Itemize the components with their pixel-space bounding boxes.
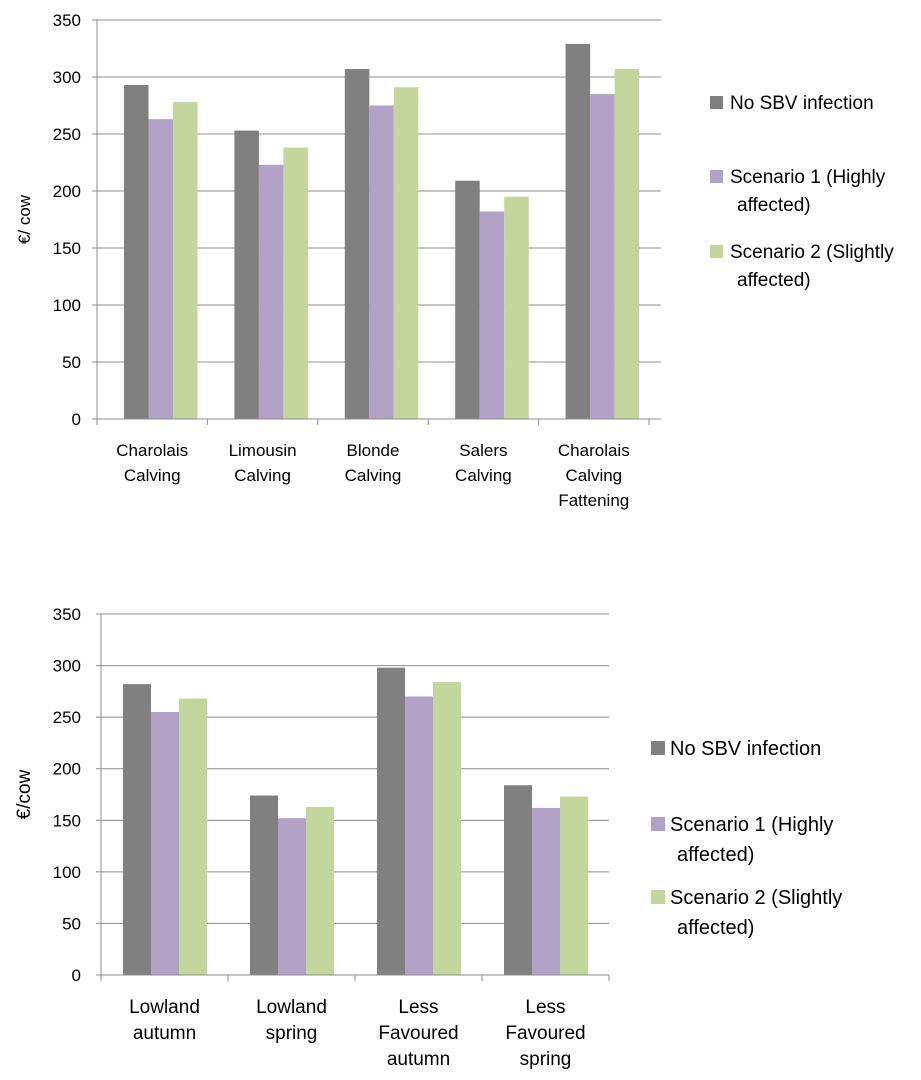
legend-swatch [651,817,665,831]
bar [377,667,405,975]
y-tick-label: 100 [53,296,81,315]
bar [433,682,461,975]
legend-label: Scenario 1 (Highly affected) [670,814,833,866]
bar [504,785,532,975]
bar [148,119,173,420]
bar [123,684,151,975]
bar [306,806,334,975]
bar [405,696,433,975]
chart-top: 0 50 100 150 200 250 300 350 Charolais Calving Lim… [15,11,894,510]
bar [369,105,394,419]
bar [258,164,284,419]
y-tick-label: 250 [53,125,81,144]
bar [283,147,308,419]
y-tick-label: 250 [53,708,81,727]
bar [344,69,370,420]
bar [532,807,560,975]
y-tick-label: 0 [72,966,81,985]
x-category-label: Salers Calving [455,441,512,485]
y-tick-label: 50 [62,914,81,933]
y-tick-label: 350 [53,11,81,30]
bar [614,69,640,420]
y-tick-label: 150 [53,811,81,830]
y-tick-label: 50 [62,353,81,372]
y-tick-label: 350 [53,605,81,624]
bar [393,87,419,419]
y-tick-label: 300 [53,68,81,87]
legend-swatch [651,890,665,904]
chart-bottom: 0 50 100 150 200 250 300 350 Lowland autumn Lowlan… [14,605,842,1070]
legend-label: No SBV infection [730,93,874,114]
legend-swatch [710,245,723,258]
x-category-label: Charolais Calving Fattening [558,441,630,510]
y-axis-label: €/ cow [15,194,34,244]
legend-swatch [710,96,723,109]
bar [479,211,505,419]
bar [250,795,278,975]
y-tick-label: 0 [72,410,81,429]
legend-label: Scenario 2 (Slightly affected) [670,887,842,939]
bar [234,130,259,419]
y-tick-label: 200 [53,182,81,201]
bar [504,196,529,419]
bar [151,711,179,975]
y-tick-label: 300 [53,657,81,676]
bar [560,796,588,975]
legend-label: Scenario 2 (Slightly affected) [730,242,894,291]
y-tick-label: 150 [53,239,81,258]
bar [590,94,615,419]
bar [455,180,480,419]
x-category-label: Lowland autumn [129,997,200,1044]
bar [179,698,207,975]
legend-swatch [710,170,723,183]
bar [278,818,306,975]
x-category-label: Limousin Calving [229,441,297,485]
bar [565,43,591,419]
x-category-label: Charolais Calving [116,441,188,485]
x-category-label: Blonde Calving [345,441,402,485]
x-category-label: Less Favoured autumn [378,997,458,1070]
x-category-label: Less Favoured spring [505,997,585,1070]
y-axis-label: €/cow [14,769,35,819]
legend-swatch [651,741,665,755]
legend-label: No SBV infection [670,738,821,760]
x-category-label: Lowland spring [256,997,327,1044]
legend-label: Scenario 1 (Highly affected) [730,167,886,216]
y-tick-label: 100 [53,863,81,882]
y-tick-label: 200 [53,760,81,779]
bar [124,84,149,419]
bar [173,102,198,419]
